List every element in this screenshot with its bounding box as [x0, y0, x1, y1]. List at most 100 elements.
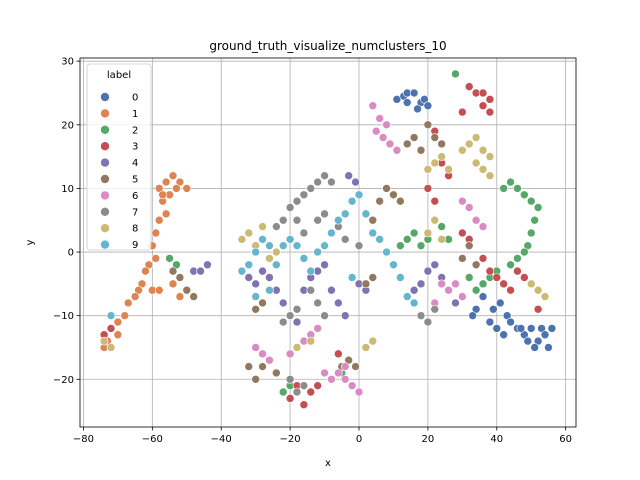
data-point-label-4 — [430, 260, 440, 270]
data-point-label-4 — [416, 279, 426, 289]
data-point-label-9 — [409, 298, 419, 308]
x-axis-label: x — [325, 458, 331, 469]
data-point-label-4 — [258, 266, 267, 276]
data-point-label-6 — [354, 387, 364, 397]
data-point-label-1 — [120, 311, 130, 320]
data-point-label-6 — [471, 215, 481, 225]
data-point-label-0 — [516, 324, 526, 333]
data-point-label-7 — [272, 222, 281, 231]
data-point-label-6 — [375, 114, 384, 123]
y-tick-label: 0 — [68, 248, 74, 259]
data-point-label-5 — [458, 254, 467, 263]
y-tick-label: 20 — [61, 120, 74, 131]
data-point-label-9 — [292, 241, 302, 250]
data-point-label-5 — [258, 362, 267, 371]
data-point-label-6 — [285, 349, 295, 359]
data-point-label-6 — [464, 203, 474, 212]
legend-marker-0 — [100, 92, 110, 102]
data-point-label-3 — [478, 88, 488, 98]
data-point-label-8 — [265, 254, 274, 263]
data-point-label-4 — [203, 260, 212, 270]
data-point-label-2 — [520, 247, 529, 257]
data-point-label-7 — [416, 311, 426, 320]
legend-label-9: 9 — [132, 240, 138, 251]
data-point-label-6 — [251, 343, 260, 352]
data-point-label-2 — [478, 279, 488, 289]
data-point-label-3 — [485, 95, 495, 104]
data-point-label-5 — [251, 374, 260, 384]
data-point-label-8 — [237, 235, 247, 244]
data-point-label-9 — [265, 241, 274, 250]
x-tick-label: 60 — [559, 434, 572, 445]
legend-label-0: 0 — [132, 93, 138, 104]
legend-label-5: 5 — [132, 175, 138, 186]
data-point-label-8 — [368, 336, 378, 346]
legend-label-1: 1 — [132, 109, 138, 120]
data-point-label-6 — [265, 355, 274, 365]
data-point-label-2 — [471, 285, 481, 295]
data-point-label-8 — [444, 165, 453, 174]
x-tick-label: 40 — [490, 434, 503, 445]
data-point-label-9 — [306, 266, 316, 276]
data-point-label-7 — [299, 190, 309, 200]
data-point-label-8 — [99, 336, 109, 346]
legend-label-2: 2 — [132, 125, 138, 136]
data-point-label-7 — [292, 387, 302, 397]
data-point-label-5 — [351, 362, 360, 371]
y-axis-label: y — [25, 239, 36, 245]
data-point-label-2 — [530, 215, 539, 225]
data-point-label-3 — [492, 273, 502, 282]
data-point-label-1 — [151, 228, 161, 238]
data-point-label-1 — [113, 317, 123, 327]
data-point-label-3 — [485, 266, 495, 276]
data-point-label-7 — [320, 171, 329, 180]
data-point-label-6 — [458, 292, 467, 301]
data-point-label-5 — [272, 368, 281, 378]
data-point-label-5 — [168, 266, 178, 276]
legend-label-3: 3 — [132, 142, 138, 153]
y-tick-label: −10 — [53, 311, 74, 322]
data-point-label-0 — [547, 324, 557, 333]
data-point-label-9 — [334, 215, 343, 225]
data-point-label-4 — [409, 285, 419, 295]
data-point-label-2 — [402, 235, 412, 244]
plot-background — [80, 58, 576, 427]
data-point-label-7 — [354, 241, 364, 250]
data-point-label-2 — [278, 387, 288, 397]
data-point-label-4 — [292, 317, 302, 327]
data-point-label-6 — [382, 120, 391, 130]
chart-title: ground_truth_visualize_numclusters_10 — [209, 39, 446, 53]
data-point-label-3 — [106, 324, 116, 333]
data-point-label-6 — [371, 126, 381, 136]
data-point-label-6 — [258, 349, 267, 359]
data-point-label-3 — [423, 184, 433, 193]
legend-title: label — [107, 70, 131, 81]
data-point-label-8 — [485, 171, 495, 180]
data-point-label-6 — [340, 374, 350, 384]
data-point-label-5 — [182, 285, 192, 295]
data-point-label-3 — [464, 82, 474, 91]
data-point-label-8 — [533, 285, 543, 295]
data-point-label-9 — [237, 266, 247, 276]
data-point-label-0 — [413, 104, 422, 114]
data-point-label-6 — [444, 285, 453, 295]
data-point-label-4 — [344, 171, 353, 180]
legend-label-7: 7 — [132, 207, 138, 218]
data-point-label-9 — [299, 254, 309, 263]
data-point-label-4 — [351, 177, 360, 187]
legend-marker-4 — [100, 157, 110, 168]
data-point-label-0 — [530, 343, 539, 352]
legend-marker-5 — [100, 174, 110, 184]
data-point-label-1 — [172, 184, 181, 193]
data-point-label-7 — [299, 228, 309, 238]
data-point-label-9 — [327, 228, 336, 238]
data-point-label-3 — [520, 273, 529, 282]
data-point-label-2 — [513, 254, 522, 263]
data-point-label-9 — [382, 247, 391, 257]
data-point-label-9 — [361, 209, 371, 219]
data-point-label-7 — [285, 311, 295, 320]
data-point-label-6 — [340, 362, 350, 371]
data-point-label-2 — [464, 273, 474, 282]
data-point-label-4 — [451, 298, 460, 308]
